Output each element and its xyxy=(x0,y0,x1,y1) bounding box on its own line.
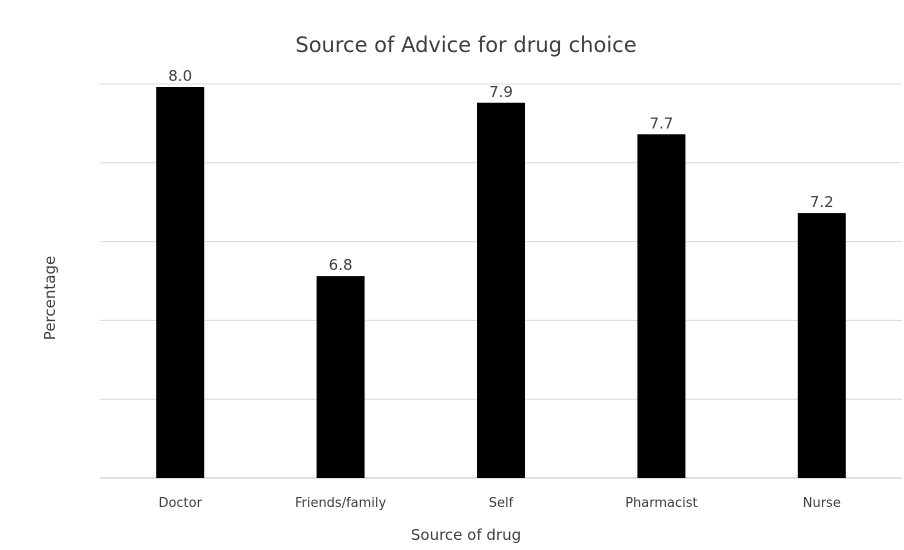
x-tick-label: Nurse xyxy=(803,496,841,511)
data-label: 7.7 xyxy=(649,114,673,132)
bar-self xyxy=(477,102,525,478)
data-label: 8.0 xyxy=(168,67,192,85)
x-tick-label: Doctor xyxy=(158,496,202,511)
x-tick-label: Self xyxy=(489,496,514,511)
x-axis-title: Source of drug xyxy=(411,526,521,544)
bar-doctor xyxy=(156,87,205,478)
bar-friends-family xyxy=(316,276,365,478)
data-labels: 8.0 6.8 7.9 7.7 7.2 xyxy=(168,67,833,274)
x-tick-label: Friends/family xyxy=(295,496,387,511)
data-label: 6.8 xyxy=(329,256,353,274)
x-tick-labels: Doctor Friends/family Self Pharmacist Nurse xyxy=(158,496,840,511)
chart-title: Source of Advice for drug choice xyxy=(295,33,636,57)
bars xyxy=(156,87,846,478)
bar-nurse xyxy=(797,213,846,478)
y-axis-title: Percentage xyxy=(41,256,59,340)
data-label: 7.2 xyxy=(810,193,834,211)
bar-pharmacist xyxy=(637,134,686,478)
x-tick-label: Pharmacist xyxy=(625,496,697,511)
data-label: 7.9 xyxy=(489,83,513,101)
